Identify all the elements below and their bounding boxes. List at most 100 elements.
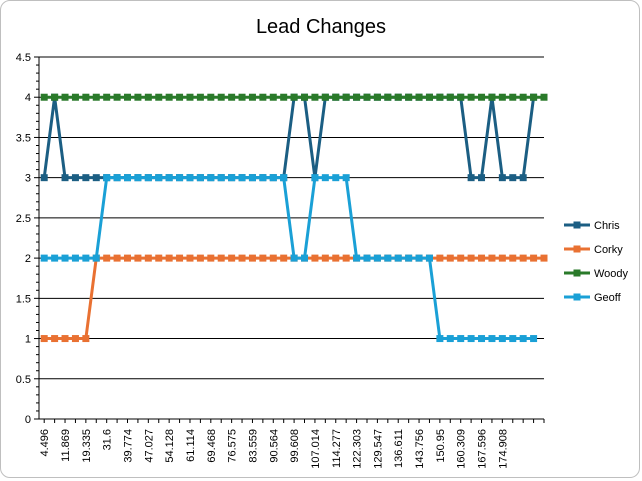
- data-point: [509, 254, 517, 262]
- data-point: [248, 254, 256, 262]
- data-point: [290, 254, 298, 262]
- data-point: [311, 254, 319, 262]
- data-point: [248, 93, 256, 101]
- data-point: [321, 93, 329, 101]
- data-point: [51, 254, 59, 262]
- data-point: [498, 174, 506, 182]
- data-point: [92, 254, 100, 262]
- data-point: [103, 254, 111, 262]
- legend-item-corky: Corky: [564, 244, 623, 256]
- legend: Chris Corky Woody Geoff: [564, 220, 629, 304]
- data-point: [540, 254, 548, 262]
- x-tick-label: 47.027: [143, 429, 155, 463]
- data-point: [196, 254, 204, 262]
- data-point: [176, 93, 184, 101]
- x-tick-label: 160.309: [456, 429, 468, 469]
- data-point: [436, 254, 444, 262]
- legend-label: Woody: [594, 268, 629, 280]
- x-tick-label: 129.547: [372, 429, 384, 469]
- legend-label: Geoff: [594, 292, 622, 304]
- data-point: [530, 335, 538, 343]
- data-point: [186, 174, 194, 182]
- data-point: [530, 93, 538, 101]
- data-point: [301, 254, 309, 262]
- data-point: [40, 254, 48, 262]
- data-point: [165, 174, 173, 182]
- data-point: [144, 93, 152, 101]
- legend-swatch-marker: [573, 293, 581, 301]
- data-point: [488, 335, 496, 343]
- data-point: [155, 174, 163, 182]
- x-tick-label: 61.114: [185, 429, 197, 462]
- legend-item-chris: Chris: [564, 220, 620, 232]
- data-point: [519, 335, 527, 343]
- data-point: [269, 93, 277, 101]
- data-point: [394, 93, 402, 101]
- x-tick-label: 83.559: [247, 429, 259, 463]
- data-point: [228, 254, 236, 262]
- data-point: [217, 174, 225, 182]
- legend-label: Chris: [594, 220, 620, 232]
- data-point: [217, 254, 225, 262]
- x-tick-label: 167.596: [477, 429, 489, 469]
- x-tick-label: 107.014: [310, 429, 322, 469]
- x-tick-label: 174.908: [497, 429, 509, 469]
- legend-label: Corky: [594, 244, 623, 256]
- data-point: [373, 254, 381, 262]
- y-tick-label: 3: [25, 173, 31, 185]
- data-point: [280, 254, 288, 262]
- data-point: [207, 174, 215, 182]
- series-geoff: [40, 174, 538, 343]
- x-tick-label: 39.774: [123, 429, 135, 463]
- data-point: [321, 174, 329, 182]
- y-tick-label: 0: [25, 414, 31, 426]
- data-point: [446, 335, 454, 343]
- data-point: [384, 93, 392, 101]
- data-point: [238, 93, 246, 101]
- data-point: [51, 93, 59, 101]
- data-point: [71, 254, 79, 262]
- data-point: [373, 93, 381, 101]
- data-point: [311, 174, 319, 182]
- data-point: [82, 254, 90, 262]
- x-tick-label: 143.756: [414, 429, 426, 469]
- data-point: [519, 93, 527, 101]
- data-point: [82, 93, 90, 101]
- data-point: [61, 93, 69, 101]
- y-tick-label: 0.5: [16, 374, 31, 386]
- data-point: [353, 93, 361, 101]
- data-point: [92, 93, 100, 101]
- data-point: [363, 254, 371, 262]
- data-point: [467, 93, 475, 101]
- data-point: [457, 335, 465, 343]
- x-tick-label: 11.869: [60, 429, 72, 462]
- data-point: [134, 174, 142, 182]
- data-point: [103, 174, 111, 182]
- data-point: [540, 93, 548, 101]
- data-point: [61, 254, 69, 262]
- y-tick-label: 1.5: [16, 293, 31, 305]
- data-point: [40, 335, 48, 343]
- data-point: [467, 335, 475, 343]
- x-tick-label: 69.468: [206, 429, 218, 463]
- data-point: [342, 174, 350, 182]
- data-point: [92, 174, 100, 182]
- data-point: [280, 93, 288, 101]
- data-point: [530, 254, 538, 262]
- x-tick-label: 31.6: [102, 429, 114, 450]
- data-point: [332, 174, 340, 182]
- data-point: [196, 93, 204, 101]
- x-tick-label: 19.335: [81, 429, 93, 463]
- data-point: [269, 254, 277, 262]
- data-point: [144, 174, 152, 182]
- data-point: [134, 93, 142, 101]
- data-point: [269, 174, 277, 182]
- data-point: [405, 254, 413, 262]
- data-point: [457, 93, 465, 101]
- data-point: [82, 335, 90, 343]
- data-point: [478, 174, 486, 182]
- x-tick-label: 4.496: [39, 429, 51, 457]
- data-point: [467, 254, 475, 262]
- data-point: [446, 93, 454, 101]
- data-point: [509, 335, 517, 343]
